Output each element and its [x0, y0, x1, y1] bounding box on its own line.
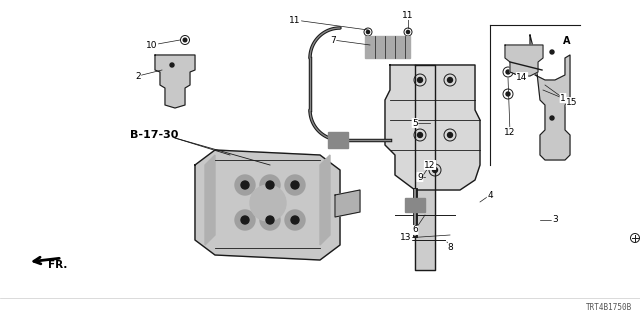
Polygon shape: [335, 190, 360, 217]
Text: TRT4B1750B: TRT4B1750B: [586, 303, 632, 312]
Polygon shape: [205, 155, 215, 245]
Circle shape: [506, 70, 510, 74]
Circle shape: [508, 54, 511, 58]
Text: 10: 10: [147, 41, 157, 50]
Text: 6: 6: [412, 226, 418, 235]
Bar: [328, 132, 348, 148]
Text: B-17-30: B-17-30: [130, 130, 179, 140]
Circle shape: [285, 175, 305, 195]
Text: 11: 11: [403, 11, 413, 20]
Polygon shape: [415, 190, 435, 270]
Text: 12: 12: [504, 127, 516, 137]
Circle shape: [447, 77, 452, 83]
Circle shape: [367, 30, 370, 34]
Bar: [328, 132, 348, 148]
Circle shape: [170, 63, 174, 67]
Circle shape: [417, 132, 422, 138]
Circle shape: [406, 30, 410, 34]
Polygon shape: [320, 155, 330, 245]
Circle shape: [550, 50, 554, 54]
Circle shape: [235, 210, 255, 230]
Text: 12: 12: [424, 161, 436, 170]
Polygon shape: [195, 150, 340, 260]
Bar: [556, 32, 578, 50]
Text: 4: 4: [487, 190, 493, 199]
Circle shape: [266, 216, 274, 224]
Circle shape: [260, 175, 280, 195]
Text: 13: 13: [400, 234, 412, 243]
Circle shape: [285, 210, 305, 230]
Bar: [365, 36, 410, 58]
Circle shape: [417, 77, 422, 83]
Text: 2: 2: [135, 71, 141, 81]
Circle shape: [550, 116, 554, 120]
Circle shape: [433, 167, 438, 172]
Circle shape: [291, 181, 299, 189]
Text: 15: 15: [566, 98, 578, 107]
Bar: [365, 36, 410, 58]
Text: 9: 9: [417, 172, 423, 181]
Circle shape: [241, 216, 249, 224]
Circle shape: [522, 60, 525, 64]
Circle shape: [241, 181, 249, 189]
Polygon shape: [505, 45, 543, 76]
Text: 3: 3: [552, 215, 558, 225]
Circle shape: [183, 38, 187, 42]
Circle shape: [291, 216, 299, 224]
Bar: [405, 198, 425, 212]
Text: 7: 7: [330, 36, 336, 44]
Text: A: A: [563, 36, 571, 46]
Polygon shape: [155, 55, 195, 108]
Circle shape: [235, 175, 255, 195]
Circle shape: [250, 185, 286, 221]
Bar: [405, 198, 425, 212]
Circle shape: [506, 92, 510, 96]
Circle shape: [447, 132, 452, 138]
Text: 1: 1: [560, 93, 566, 102]
Polygon shape: [530, 35, 570, 160]
Circle shape: [266, 181, 274, 189]
Text: 8: 8: [447, 244, 453, 252]
Polygon shape: [385, 65, 480, 190]
Circle shape: [260, 210, 280, 230]
Text: FR.: FR.: [48, 260, 67, 270]
Text: 5: 5: [412, 118, 418, 127]
Text: 14: 14: [516, 73, 528, 82]
Text: 11: 11: [289, 15, 301, 25]
